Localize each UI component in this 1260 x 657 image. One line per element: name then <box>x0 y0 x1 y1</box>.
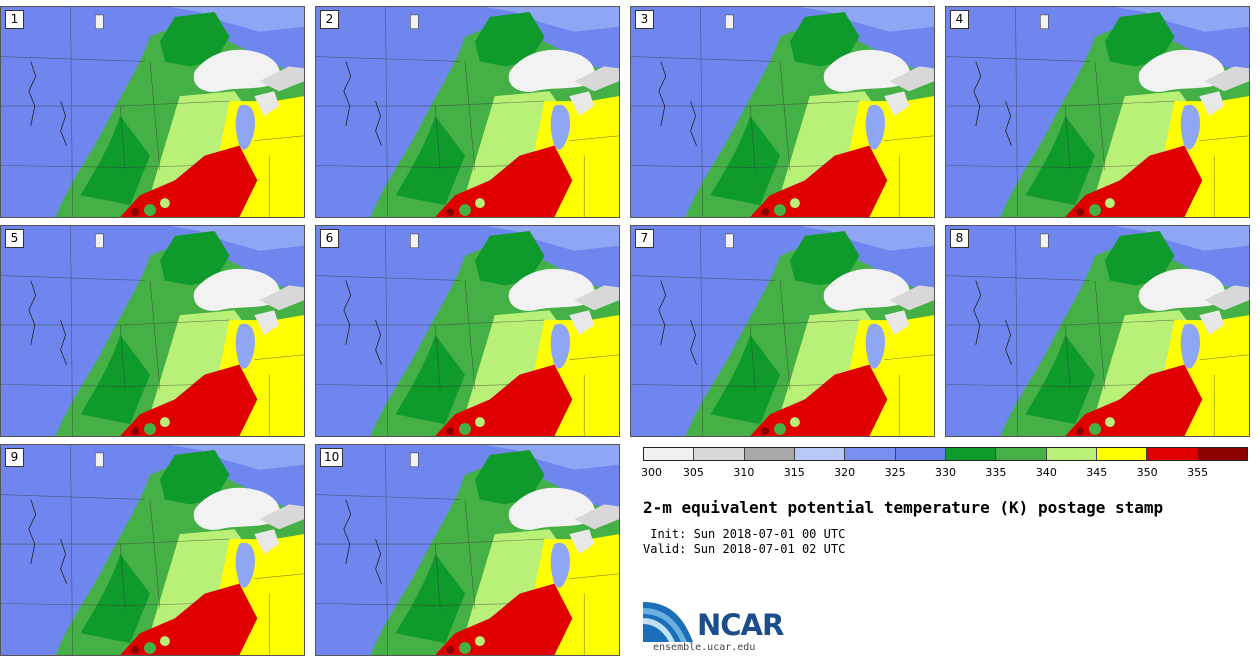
colorbar-bin <box>996 448 1047 460</box>
member-map-1 <box>1 7 304 217</box>
member-panel-9: 9 <box>0 444 305 656</box>
colorbar-tick-label: 355 <box>1187 466 1209 479</box>
member-label-2: 2 <box>320 10 339 29</box>
init-time: Init: Sun 2018-07-01 00 UTC <box>643 527 846 541</box>
member-label-8: 8 <box>950 229 969 248</box>
colorbar-tick-label: 335 <box>985 466 1007 479</box>
figure-title: 2-m equivalent potential temperature (K)… <box>643 498 1164 517</box>
colorbar-bin <box>1197 448 1247 460</box>
member-label-3: 3 <box>635 10 654 29</box>
member-map-7 <box>631 226 934 436</box>
colorbar-tick-label: 320 <box>834 466 856 479</box>
colorbar-bin <box>1147 448 1198 460</box>
member-panel-6: 6 <box>315 225 620 437</box>
colorbar-tick-label: 305 <box>682 466 704 479</box>
member-map-2 <box>316 7 619 217</box>
colorbar <box>643 447 1248 461</box>
member-label-6: 6 <box>320 229 339 248</box>
member-panel-7: 7 <box>630 225 935 437</box>
colorbar-bin <box>945 448 997 460</box>
member-label-1: 1 <box>5 10 24 29</box>
member-label-4: 4 <box>950 10 969 29</box>
member-map-5 <box>1 226 304 436</box>
member-map-3 <box>631 7 934 217</box>
member-panel-8: 8 <box>945 225 1250 437</box>
colorbar-tick-label: 315 <box>783 466 805 479</box>
colorbar-tick-label: 325 <box>884 466 906 479</box>
colorbar-bin <box>794 448 846 460</box>
colorbar-tick-label: 350 <box>1136 466 1158 479</box>
colorbar-bin <box>1096 448 1148 460</box>
colorbar-bin <box>1046 448 1097 460</box>
colorbar-tick-labels: 300 305 310 315 320 325 330 335 340 345 350 355 <box>641 466 1248 480</box>
member-panel-5: 5 <box>0 225 305 437</box>
colorbar-bin <box>694 448 745 460</box>
member-map-9 <box>1 445 304 655</box>
member-panel-1: 1 <box>0 6 305 218</box>
colorbar-tick-label: 345 <box>1086 466 1108 479</box>
member-label-5: 5 <box>5 229 24 248</box>
member-panel-4: 4 <box>945 6 1250 218</box>
colorbar-tick-label: 310 <box>733 466 755 479</box>
member-label-9: 9 <box>5 448 24 467</box>
member-label-10: 10 <box>320 448 344 467</box>
colorbar-tick-label: 330 <box>935 466 956 479</box>
member-label-7: 7 <box>635 229 654 248</box>
colorbar-bin <box>845 448 896 460</box>
colorbar-bin <box>644 448 695 460</box>
colorbar-bin <box>895 448 946 460</box>
colorbar-bin <box>744 448 795 460</box>
member-panel-2: 2 <box>315 6 620 218</box>
member-panel-3: 3 <box>630 6 935 218</box>
member-map-8 <box>946 226 1249 436</box>
member-map-6 <box>316 226 619 436</box>
ncar-logo-icon <box>643 602 693 642</box>
site-url: ensemble.ucar.edu <box>653 642 756 653</box>
valid-time: Valid: Sun 2018-07-01 02 UTC <box>643 542 846 556</box>
ncar-logo-text: NCAR <box>697 608 784 642</box>
member-map-10 <box>316 445 619 655</box>
colorbar-tick-label: 340 <box>1035 466 1057 479</box>
member-map-4 <box>946 7 1249 217</box>
colorbar-tick-label: 300 <box>641 466 662 479</box>
member-panel-10: 10 <box>315 444 620 656</box>
